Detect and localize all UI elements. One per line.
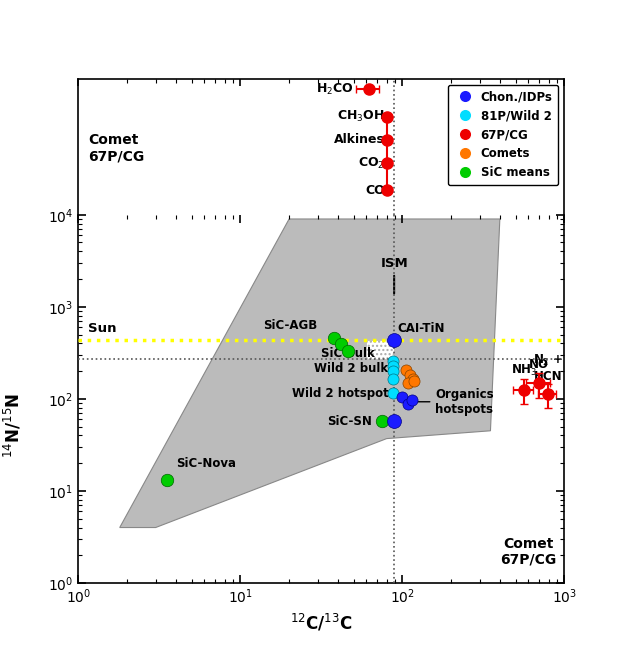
Legend: Chon./IDPs, 81P/Wild 2, 67P/CG, Comets, SiC means: Chon./IDPs, 81P/Wild 2, 67P/CG, Comets, … xyxy=(448,84,559,185)
Text: H$_2$CO: H$_2$CO xyxy=(316,82,354,97)
Text: Comet
67P/CG: Comet 67P/CG xyxy=(500,536,557,567)
Text: Organics
hotspots: Organics hotspots xyxy=(414,388,494,416)
Text: SiC bulk: SiC bulk xyxy=(322,347,375,360)
Text: Sun: Sun xyxy=(88,322,117,335)
Text: Wild 2 hotspot: Wild 2 hotspot xyxy=(292,386,388,400)
Text: CH$_3$OH: CH$_3$OH xyxy=(337,109,385,124)
Text: ISM: ISM xyxy=(380,257,408,293)
Text: SiC-AGB: SiC-AGB xyxy=(263,319,318,332)
Text: Alkines: Alkines xyxy=(334,134,385,146)
Polygon shape xyxy=(120,219,500,527)
Text: CAI-TiN: CAI-TiN xyxy=(398,322,445,335)
Text: SiC-SN: SiC-SN xyxy=(327,415,372,428)
Polygon shape xyxy=(366,339,394,359)
Text: NH$_3$: NH$_3$ xyxy=(510,363,537,378)
Text: Comet
67P/CG: Comet 67P/CG xyxy=(88,133,144,163)
Text: CO: CO xyxy=(365,184,385,196)
Text: NO: NO xyxy=(529,358,549,371)
X-axis label: $^{12}$C/$^{13}$C: $^{12}$C/$^{13}$C xyxy=(290,612,352,633)
Text: Wild 2 bulk: Wild 2 bulk xyxy=(314,362,388,375)
Text: $^{14}$N/$^{15}$N: $^{14}$N/$^{15}$N xyxy=(2,393,23,458)
Text: SiC-Nova: SiC-Nova xyxy=(176,457,236,470)
Text: N$_2$ +
HCN: N$_2$ + HCN xyxy=(532,353,563,383)
Text: CO$_2$: CO$_2$ xyxy=(358,155,385,170)
